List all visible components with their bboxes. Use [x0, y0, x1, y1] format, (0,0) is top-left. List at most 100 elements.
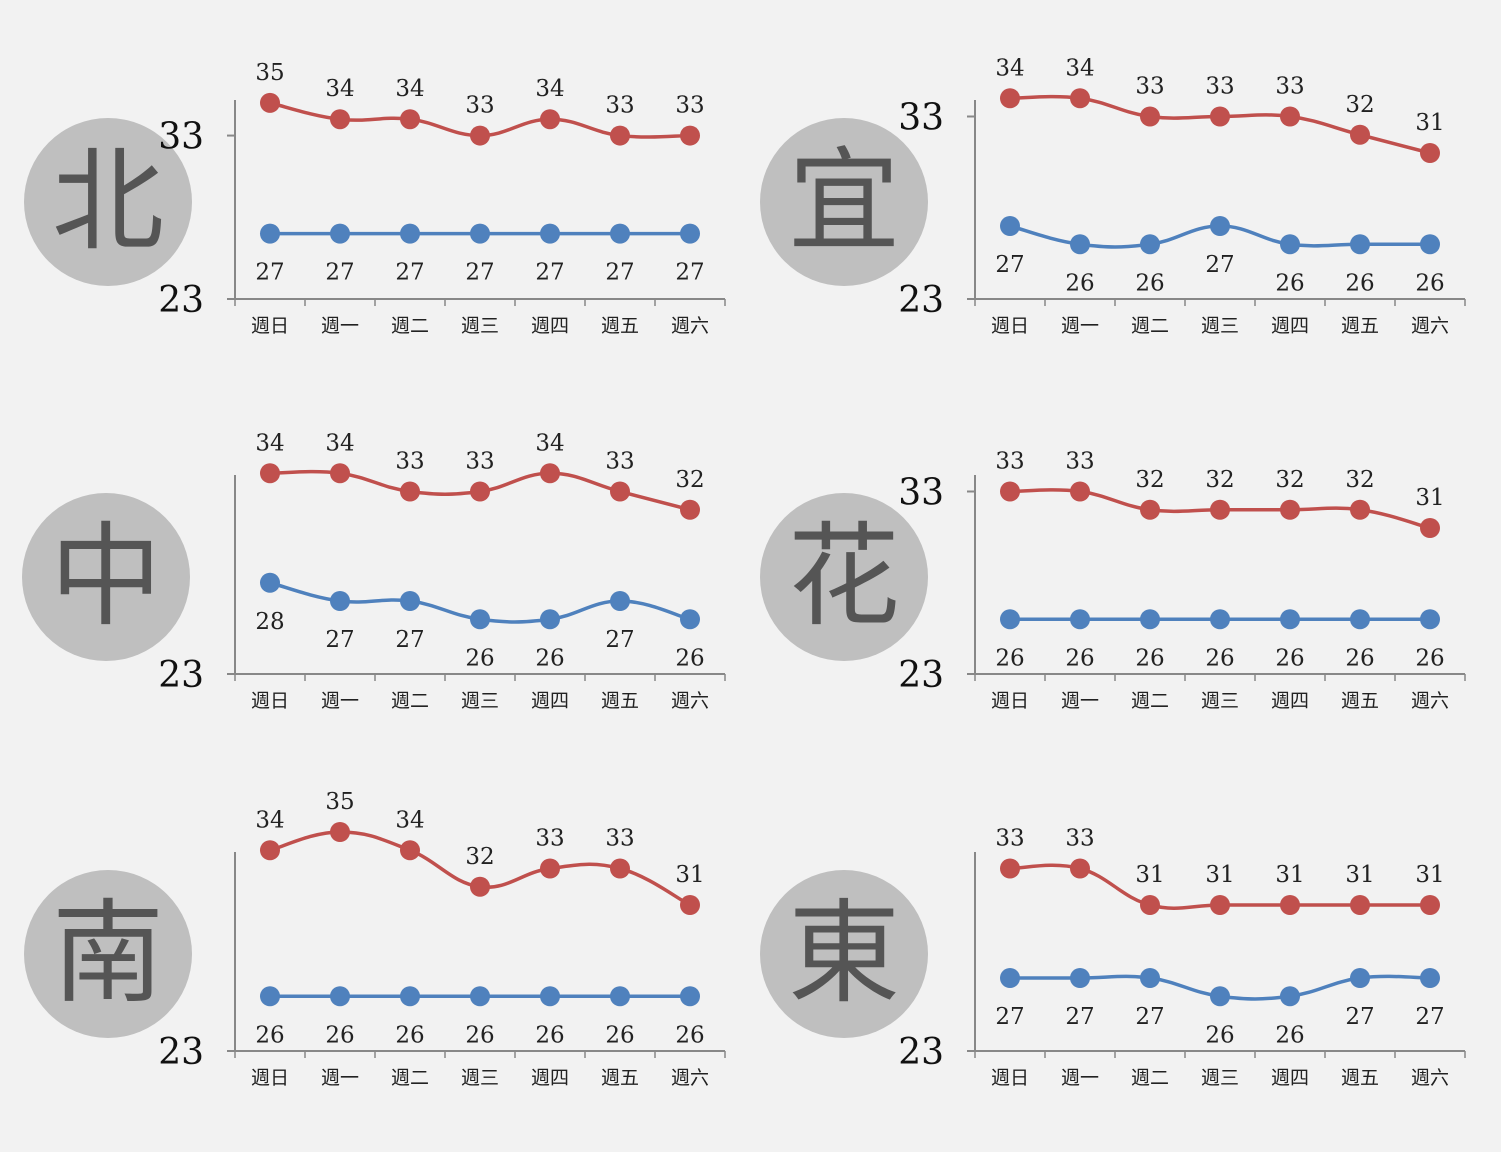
x-tick-label: 週五: [601, 315, 639, 337]
data-point: [330, 463, 350, 484]
x-tick-label: 週四: [531, 315, 569, 337]
data-label: 28: [255, 609, 284, 635]
data-point: [540, 223, 560, 244]
data-label: 26: [535, 645, 564, 671]
data-point: [1280, 499, 1300, 520]
y-tick-label: 23: [898, 280, 944, 321]
chart-panel-central: 中 23 週日 週一 週二 週三 週四 週五 週六 34 34 33 33 34 33 32 28 27 27 26…: [20, 430, 740, 775]
data-point: [680, 609, 700, 630]
x-tick-label: 週五: [1341, 315, 1379, 337]
data-point: [1420, 234, 1440, 255]
data-label: 26: [1135, 270, 1164, 296]
x-tick-label: 週二: [1131, 690, 1169, 712]
data-label: 33: [605, 93, 634, 119]
data-label: 33: [1205, 74, 1234, 100]
data-label: 32: [1275, 467, 1304, 493]
data-label: 34: [395, 807, 424, 833]
data-point: [1420, 609, 1440, 630]
data-label: 27: [255, 260, 284, 286]
region-badge: 中: [22, 493, 190, 661]
x-tick-label: 週日: [251, 690, 289, 712]
data-label: 26: [1065, 270, 1094, 296]
x-tick-label: 週六: [671, 690, 709, 712]
data-point: [540, 858, 560, 879]
x-tick-label: 週日: [251, 315, 289, 337]
data-point: [1280, 609, 1300, 630]
data-label: 33: [465, 449, 494, 475]
data-label: 26: [1205, 1022, 1234, 1048]
data-label: 34: [255, 430, 284, 456]
line-chart: 23 週日 週一 週二 週三 週四 週五 週六 33 33 31 31 31 31 31 27 27 27 26 26…: [898, 826, 1466, 1089]
x-tick-label: 週二: [391, 315, 429, 337]
data-point: [1070, 858, 1090, 879]
x-tick-label: 週一: [321, 1067, 359, 1089]
x-tick-label: 週三: [1201, 690, 1239, 712]
data-point: [1070, 968, 1090, 988]
region-badge: 東: [760, 870, 928, 1038]
data-label: 26: [535, 1022, 564, 1048]
x-tick-label: 週一: [321, 315, 359, 337]
data-point: [610, 223, 630, 244]
data-point: [610, 986, 630, 1007]
chart-panel-yilan: 宜 23 33 週日 週一 週二 週三 週四 週五 週六 34 34 33 33 33 32 31 27 26 26…: [760, 55, 1480, 400]
x-tick-label: 週六: [671, 1067, 709, 1089]
data-label: 31: [1135, 862, 1164, 888]
data-label: 27: [1065, 1004, 1094, 1030]
chart-panel-south: 南 23 週日 週一 週二 週三 週四 週五 週六 34 35 34 32 33 33 31 26 26 26 26…: [20, 789, 740, 1152]
y-tick-label: 23: [158, 280, 204, 321]
line-chart: 23 33 週日 週一 週二 週三 週四 週五 週六 33 33 32 32 32 32 31 26 26 26 26…: [898, 449, 1466, 712]
region-badge: 南: [24, 870, 192, 1038]
data-point: [1140, 499, 1160, 520]
x-tick-label: 週五: [1341, 1067, 1379, 1089]
data-label: 33: [535, 826, 564, 852]
x-tick-label: 週三: [461, 690, 499, 712]
data-point: [1350, 234, 1370, 255]
data-label: 27: [1205, 252, 1234, 278]
data-point: [470, 876, 490, 897]
line-chart: 23 33 週日 週一 週二 週三 週四 週五 週六 35 34 34 33 34 33 33 27 27 27 27…: [158, 60, 726, 337]
data-label: 33: [1135, 74, 1164, 100]
data-point: [400, 591, 420, 611]
data-point: [1210, 895, 1230, 915]
data-point: [330, 591, 350, 611]
data-label: 32: [1345, 467, 1374, 493]
data-label: 33: [675, 93, 704, 119]
data-label: 26: [995, 645, 1024, 671]
line-chart: 23 33 週日 週一 週二 週三 週四 週五 週六 34 34 33 33 33 32 31 27 26 26 27…: [898, 55, 1466, 337]
x-tick-label: 週日: [991, 315, 1029, 337]
x-tick-label: 週六: [1411, 315, 1449, 337]
x-tick-label: 週六: [1411, 690, 1449, 712]
data-label: 34: [995, 55, 1024, 81]
x-tick-label: 週一: [1061, 690, 1099, 712]
x-tick-label: 週日: [251, 1067, 289, 1089]
data-label: 27: [1415, 1004, 1444, 1030]
data-point: [470, 481, 490, 502]
data-point: [400, 481, 420, 502]
data-label: 27: [995, 1004, 1024, 1030]
data-point: [680, 895, 700, 915]
axes: [967, 475, 1466, 681]
data-label: 26: [255, 1022, 284, 1048]
data-label: 27: [465, 260, 494, 286]
data-point: [1140, 895, 1160, 915]
data-point: [400, 109, 420, 130]
y-tick-label: 33: [898, 473, 944, 514]
x-tick-label: 週三: [461, 1067, 499, 1089]
data-label: 27: [325, 260, 354, 286]
data-label: 26: [1345, 270, 1374, 296]
data-label: 31: [1415, 862, 1444, 888]
data-label: 27: [995, 252, 1024, 278]
data-point: [470, 223, 490, 244]
x-tick-label: 週四: [1271, 315, 1309, 337]
x-tick-label: 週三: [461, 315, 499, 337]
data-label: 26: [1415, 270, 1444, 296]
data-label: 35: [255, 60, 284, 86]
y-tick-label: 33: [898, 98, 944, 139]
data-point: [610, 858, 630, 879]
data-label: 33: [1065, 449, 1094, 475]
data-label: 26: [675, 645, 704, 671]
data-label: 33: [465, 93, 494, 119]
y-tick-label: 23: [898, 1032, 944, 1073]
data-label: 33: [1065, 826, 1094, 852]
data-point: [540, 109, 560, 130]
